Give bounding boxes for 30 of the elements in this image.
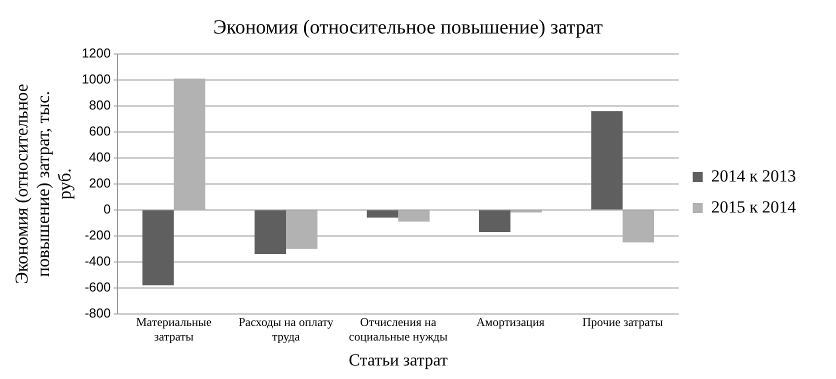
bar <box>398 210 430 222</box>
bar <box>622 210 654 242</box>
y-tick-label: -600 <box>84 279 111 294</box>
bar <box>254 210 286 254</box>
x-axis-title: Статьи затрат <box>348 350 448 370</box>
x-tick-label: Прочие затраты <box>582 315 663 330</box>
legend-label: 2014 к 2013 <box>711 166 796 186</box>
bar <box>366 210 398 218</box>
bar <box>591 111 623 210</box>
y-tick-label: -400 <box>84 253 111 268</box>
y-tick-label: 600 <box>89 124 111 139</box>
bar <box>479 210 510 232</box>
x-tick-label: Расходы на оплату труда <box>238 315 334 344</box>
y-tick-label: 400 <box>89 150 111 164</box>
y-tick-label: 800 <box>89 98 111 113</box>
y-tick-label: 0 <box>103 201 111 216</box>
y-axis-title: Экономия (относительное повышение) затрат, тыс. руб. <box>12 84 75 284</box>
y-tick-label: 200 <box>89 175 111 190</box>
y-tick-label: 1000 <box>82 72 111 87</box>
x-tick-label: Материальные затраты <box>136 315 212 344</box>
x-tick-label: Амортизация <box>476 315 546 330</box>
chart-title: Экономия (относительное повышение) затрат <box>213 16 603 38</box>
bar <box>142 210 174 286</box>
y-tick-label: -200 <box>84 227 111 242</box>
legend-label: 2015 к 2014 <box>711 197 796 216</box>
bar <box>174 78 206 210</box>
x-tick-label: Отчисления на социальные нужды <box>348 315 448 344</box>
bar <box>286 210 318 249</box>
y-tick-label: -800 <box>84 305 111 320</box>
y-tick-label: 1200 <box>82 46 111 61</box>
